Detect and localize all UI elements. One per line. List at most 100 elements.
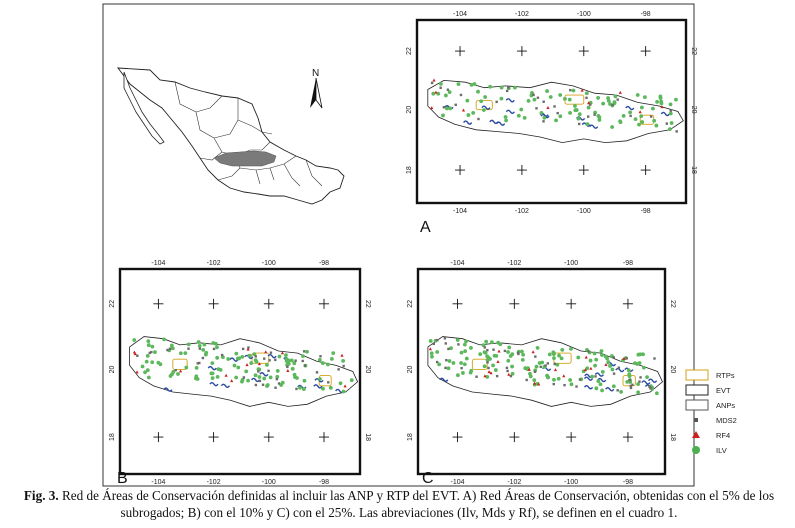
- ilv-point: [593, 363, 597, 368]
- baja-california: [123, 71, 165, 145]
- ilv-point: [633, 117, 638, 122]
- ilv-point: [494, 353, 499, 358]
- ilv-point: [637, 122, 641, 127]
- right-tick-label: 18: [690, 166, 697, 174]
- left-tick-label: 22: [406, 47, 413, 55]
- mds-point: [536, 96, 540, 99]
- mds-point: [534, 355, 537, 358]
- graticule-cross: [516, 46, 527, 57]
- mds-point: [444, 366, 447, 370]
- ilv-point: [554, 118, 558, 123]
- left-tick-label: 18: [407, 433, 414, 441]
- ilv-point: [558, 93, 563, 97]
- legend-swatch: [692, 431, 700, 438]
- ilv-point: [628, 110, 632, 115]
- mds-point: [286, 365, 289, 369]
- mds-point: [505, 89, 509, 93]
- ilv-point: [537, 361, 542, 365]
- rf-point: [507, 372, 511, 376]
- anp-area: [267, 353, 277, 359]
- ilv-point: [448, 106, 453, 111]
- rf-point: [343, 384, 347, 388]
- mds-point: [553, 362, 556, 366]
- top-tick-label: -104: [151, 260, 165, 267]
- rf-point: [133, 352, 137, 356]
- ilv-point: [545, 373, 549, 378]
- ilv-point: [249, 361, 254, 365]
- top-tick-label: -100: [564, 260, 578, 267]
- bottom-tick-label: -98: [641, 208, 651, 215]
- ilv-point: [485, 374, 490, 379]
- ilv-point: [569, 382, 574, 387]
- mds-point: [454, 103, 457, 107]
- ilv-point: [429, 351, 434, 356]
- rf-point: [604, 362, 608, 366]
- ilv-point: [262, 376, 267, 381]
- north-arrow-icon: N: [310, 68, 323, 109]
- ilv-point: [215, 345, 219, 350]
- ilv-point: [573, 108, 578, 113]
- graticule-cross: [640, 165, 651, 176]
- mds-point: [616, 389, 619, 392]
- ilv-point: [437, 362, 442, 367]
- mds-point: [327, 381, 330, 384]
- ilv-point: [132, 338, 137, 342]
- ilv-point: [499, 85, 504, 90]
- rf-point: [589, 366, 593, 370]
- mds-point: [533, 370, 537, 373]
- mds-point: [258, 379, 262, 383]
- ilv-point: [317, 358, 322, 362]
- bottom-tick-label: -104: [451, 479, 465, 486]
- mds-point: [665, 122, 669, 125]
- graticule-cross: [516, 165, 527, 176]
- mds-point: [532, 93, 535, 97]
- ilv-point: [459, 350, 464, 355]
- mds-point: [201, 356, 205, 360]
- ilv-point: [611, 384, 616, 389]
- ilv-point: [610, 367, 615, 372]
- ilv-point: [236, 365, 241, 370]
- mds-point: [544, 364, 547, 367]
- ilv-point: [599, 349, 604, 353]
- right-tick-label: 18: [669, 433, 676, 441]
- ilv-point: [534, 364, 539, 369]
- mds-point: [542, 120, 545, 123]
- mds-point: [675, 130, 678, 133]
- ilv-point: [150, 344, 155, 349]
- anp-area: [641, 380, 651, 385]
- ilv-point: [240, 377, 245, 382]
- mds-point: [274, 386, 277, 389]
- mds-point: [629, 384, 632, 388]
- legend-label: RF4: [716, 431, 730, 440]
- rf-point: [546, 105, 550, 109]
- ilv-point: [598, 382, 603, 387]
- anp-area: [660, 111, 670, 117]
- mds-point: [174, 368, 177, 372]
- mds-point: [166, 348, 169, 352]
- ilv-point: [636, 390, 641, 395]
- ilv-point: [447, 359, 452, 363]
- mds-point: [432, 342, 435, 346]
- ilv-point: [488, 84, 493, 89]
- ilv-point: [451, 361, 456, 365]
- mds-point: [486, 348, 489, 352]
- mds-point: [669, 109, 672, 112]
- mds-point: [459, 93, 463, 97]
- left-tick-label: 22: [407, 300, 414, 308]
- graticule-cross: [509, 298, 520, 309]
- ilv-point: [298, 385, 302, 390]
- ilv-point: [197, 343, 202, 348]
- left-tick-label: 20: [407, 365, 414, 373]
- ilv-point: [328, 385, 333, 390]
- ilv-point: [469, 83, 474, 87]
- ilv-point: [551, 352, 556, 357]
- legend-label: EVT: [716, 386, 731, 395]
- mds-point: [535, 107, 538, 110]
- legend-label: ILV: [716, 446, 727, 455]
- top-tick-label: -98: [623, 260, 633, 267]
- ilv-point: [431, 91, 436, 96]
- left-tick-label: 18: [109, 433, 116, 441]
- ilv-point: [532, 97, 537, 102]
- ilv-point: [506, 350, 510, 354]
- ilv-point: [462, 362, 467, 367]
